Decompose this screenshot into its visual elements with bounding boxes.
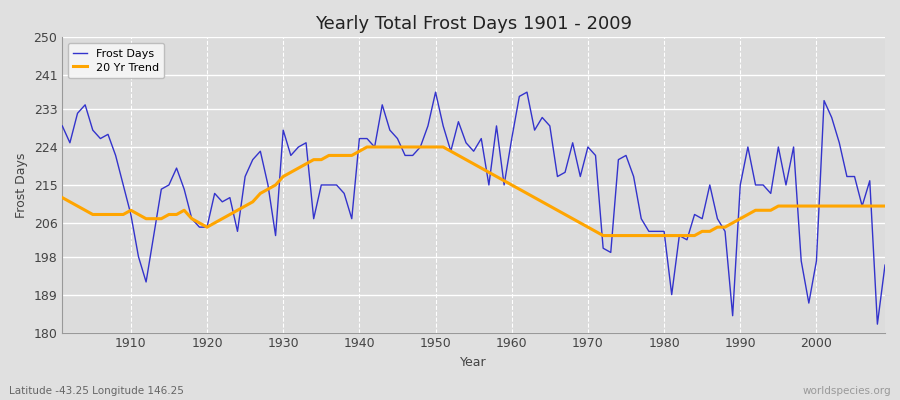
Frost Days — [118, 182, 129, 187]
Frost Days — [879, 263, 890, 268]
Frost Days — [514, 94, 525, 99]
20 Yr Trend — [285, 170, 296, 175]
Frost Days — [507, 136, 517, 141]
Line: Frost Days: Frost Days — [62, 92, 885, 324]
X-axis label: Year: Year — [460, 356, 487, 369]
Frost Days — [285, 153, 296, 158]
Legend: Frost Days, 20 Yr Trend: Frost Days, 20 Yr Trend — [68, 43, 165, 78]
20 Yr Trend — [598, 233, 608, 238]
Frost Days — [57, 124, 68, 128]
Y-axis label: Frost Days: Frost Days — [15, 152, 28, 218]
20 Yr Trend — [57, 195, 68, 200]
20 Yr Trend — [362, 144, 373, 149]
Frost Days — [606, 250, 616, 255]
Title: Yearly Total Frost Days 1901 - 2009: Yearly Total Frost Days 1901 - 2009 — [315, 15, 632, 33]
20 Yr Trend — [507, 182, 517, 187]
Frost Days — [872, 322, 883, 326]
Frost Days — [430, 90, 441, 94]
Text: Latitude -43.25 Longitude 146.25: Latitude -43.25 Longitude 146.25 — [9, 386, 184, 396]
Text: worldspecies.org: worldspecies.org — [803, 386, 891, 396]
Line: 20 Yr Trend: 20 Yr Trend — [62, 147, 885, 236]
20 Yr Trend — [331, 153, 342, 158]
20 Yr Trend — [879, 204, 890, 208]
20 Yr Trend — [514, 187, 525, 192]
20 Yr Trend — [613, 233, 624, 238]
Frost Days — [331, 182, 342, 187]
20 Yr Trend — [118, 212, 129, 217]
